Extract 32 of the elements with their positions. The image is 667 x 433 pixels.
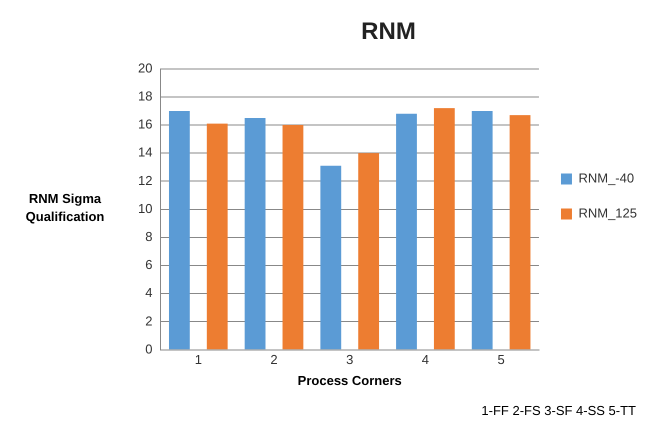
y-axis-title: RNM Sigma Qualification [26, 190, 104, 224]
x-tick-label: 1 [194, 352, 202, 368]
x-axis-title: Process Corners [298, 372, 402, 388]
y-tick-label: 20 [138, 60, 152, 76]
bar [320, 166, 342, 350]
bar [510, 115, 530, 350]
bar [434, 108, 455, 350]
y-tick-label: 0 [145, 341, 152, 356]
y-tick-label: 12 [138, 172, 152, 188]
bar [244, 118, 266, 350]
x-tick-label: 2 [270, 352, 278, 368]
bar [358, 153, 380, 350]
y-tick-label: 4 [145, 285, 152, 300]
legend-label: RNM_125 [578, 206, 638, 221]
y-tick-label: 8 [145, 228, 152, 244]
x-tick-label: 4 [422, 352, 430, 368]
legend-label: RNM_-40 [578, 170, 634, 186]
x-tick-label: 5 [498, 352, 505, 368]
bar [472, 110, 493, 350]
y-tick-label: 18 [138, 88, 152, 104]
bar [396, 114, 417, 350]
bar [282, 125, 304, 350]
chart-title: RNM [361, 18, 416, 46]
y-tick-label: 14 [138, 144, 152, 160]
y-tick-label: 2 [145, 313, 152, 328]
bar [206, 124, 228, 350]
y-tick-label: 16 [138, 116, 152, 132]
text: 1-FF 2-FS 3-SF 4-SS 5-TT [481, 403, 636, 418]
y-tick-label: 10 [138, 200, 152, 216]
y-tick-label: 6 [145, 257, 152, 272]
x-tick-label: 3 [346, 352, 354, 368]
bar [168, 110, 190, 350]
